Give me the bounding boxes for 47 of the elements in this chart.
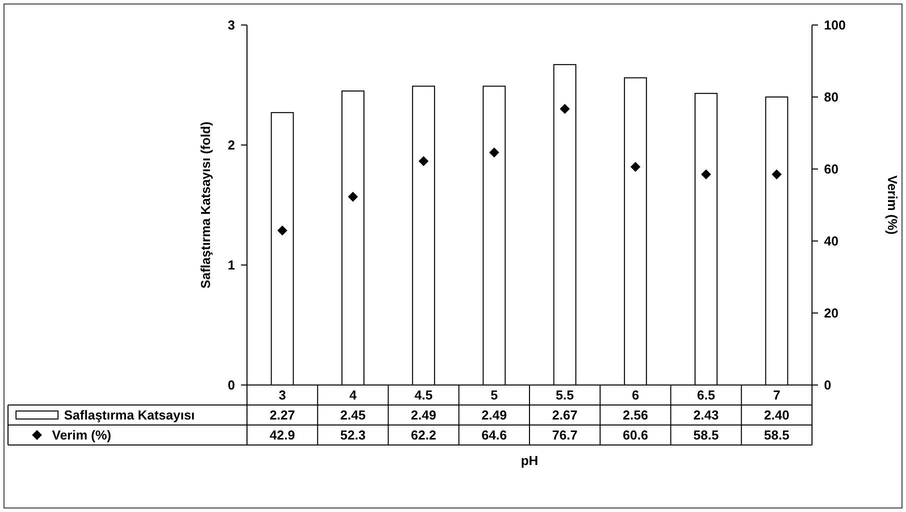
x-tick-label: 3 [278, 388, 286, 403]
y-tick-label: 3 [228, 18, 235, 33]
point [418, 156, 429, 166]
y-tick-label: 1 [228, 258, 235, 273]
data-label: 62.2 [410, 428, 436, 443]
y2-tick-label: 60 [824, 162, 838, 177]
x-tick-label: 6.5 [697, 388, 716, 403]
data-label: 2.40 [764, 408, 790, 423]
y2-tick-label: 0 [824, 378, 832, 393]
y2-tick-label: 20 [824, 306, 838, 321]
data-label: 60.6 [622, 428, 648, 443]
data-label: 58.5 [764, 428, 790, 443]
data-label: 76.7 [552, 428, 578, 443]
x-tick-label: 4.5 [414, 388, 433, 403]
x-tick-label: 5 [490, 388, 498, 403]
data-label: 2.45 [340, 408, 366, 423]
y2-tick-label: 80 [824, 90, 838, 105]
y2-tick-label: 100 [824, 18, 846, 33]
point [277, 226, 288, 236]
point [630, 162, 640, 172]
data-label: 2.49 [482, 408, 507, 423]
data-label: 2.49 [410, 408, 436, 423]
x-axis-title: pH [520, 453, 538, 468]
y2-tick-label: 40 [824, 234, 838, 249]
data-label: 2.67 [552, 408, 578, 423]
data-label: 2.56 [622, 408, 648, 423]
legend-label: Verim (%) [52, 428, 112, 443]
data-label: 42.9 [270, 428, 295, 443]
x-tick-label: 5.5 [556, 388, 574, 403]
x-tick-label: 6 [632, 388, 640, 403]
legend-label: Saflaştırma Katsayısı [64, 408, 195, 423]
point [560, 104, 570, 114]
y-tick-label: 2 [228, 138, 235, 153]
data-label: 2.43 [693, 408, 719, 423]
point [348, 192, 358, 202]
data-label: 64.6 [482, 428, 507, 443]
x-tick-label: 7 [773, 388, 780, 403]
data-label: 2.27 [270, 408, 295, 423]
data-label: 58.5 [693, 428, 719, 443]
y-tick-label: 0 [228, 378, 235, 393]
data-label: 52.3 [340, 428, 366, 443]
y2-axis-title: Verim (%) [885, 175, 900, 235]
point [772, 169, 782, 180]
y-axis-title: Saflaştırma Katsayısı (fold) [198, 122, 213, 288]
point [701, 169, 712, 180]
x-tick-label: 4 [349, 388, 358, 403]
point [489, 147, 500, 158]
